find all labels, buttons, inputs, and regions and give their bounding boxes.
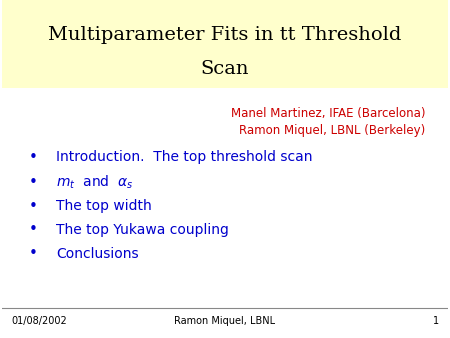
Text: The top Yukawa coupling: The top Yukawa coupling: [56, 223, 229, 237]
FancyBboxPatch shape: [2, 0, 448, 88]
Text: Ramon Miquel, LBNL: Ramon Miquel, LBNL: [175, 316, 275, 326]
Text: Introduction.  The top threshold scan: Introduction. The top threshold scan: [56, 150, 312, 164]
Text: •: •: [29, 222, 38, 237]
Text: Manel Martinez, IFAE (Barcelona): Manel Martinez, IFAE (Barcelona): [231, 107, 425, 120]
Text: Multiparameter Fits in tt Threshold: Multiparameter Fits in tt Threshold: [48, 26, 402, 45]
Text: •: •: [29, 199, 38, 214]
Text: •: •: [29, 175, 38, 190]
Text: Scan: Scan: [201, 60, 249, 78]
Text: 1: 1: [432, 316, 439, 326]
Text: Ramon Miquel, LBNL (Berkeley): Ramon Miquel, LBNL (Berkeley): [239, 124, 425, 137]
Text: The top width: The top width: [56, 199, 152, 213]
Text: 01/08/2002: 01/08/2002: [11, 316, 67, 326]
Text: $m_t$  and  $\alpha_s$: $m_t$ and $\alpha_s$: [56, 174, 133, 191]
Text: Conclusions: Conclusions: [56, 246, 139, 261]
Text: •: •: [29, 246, 38, 261]
Text: •: •: [29, 150, 38, 165]
